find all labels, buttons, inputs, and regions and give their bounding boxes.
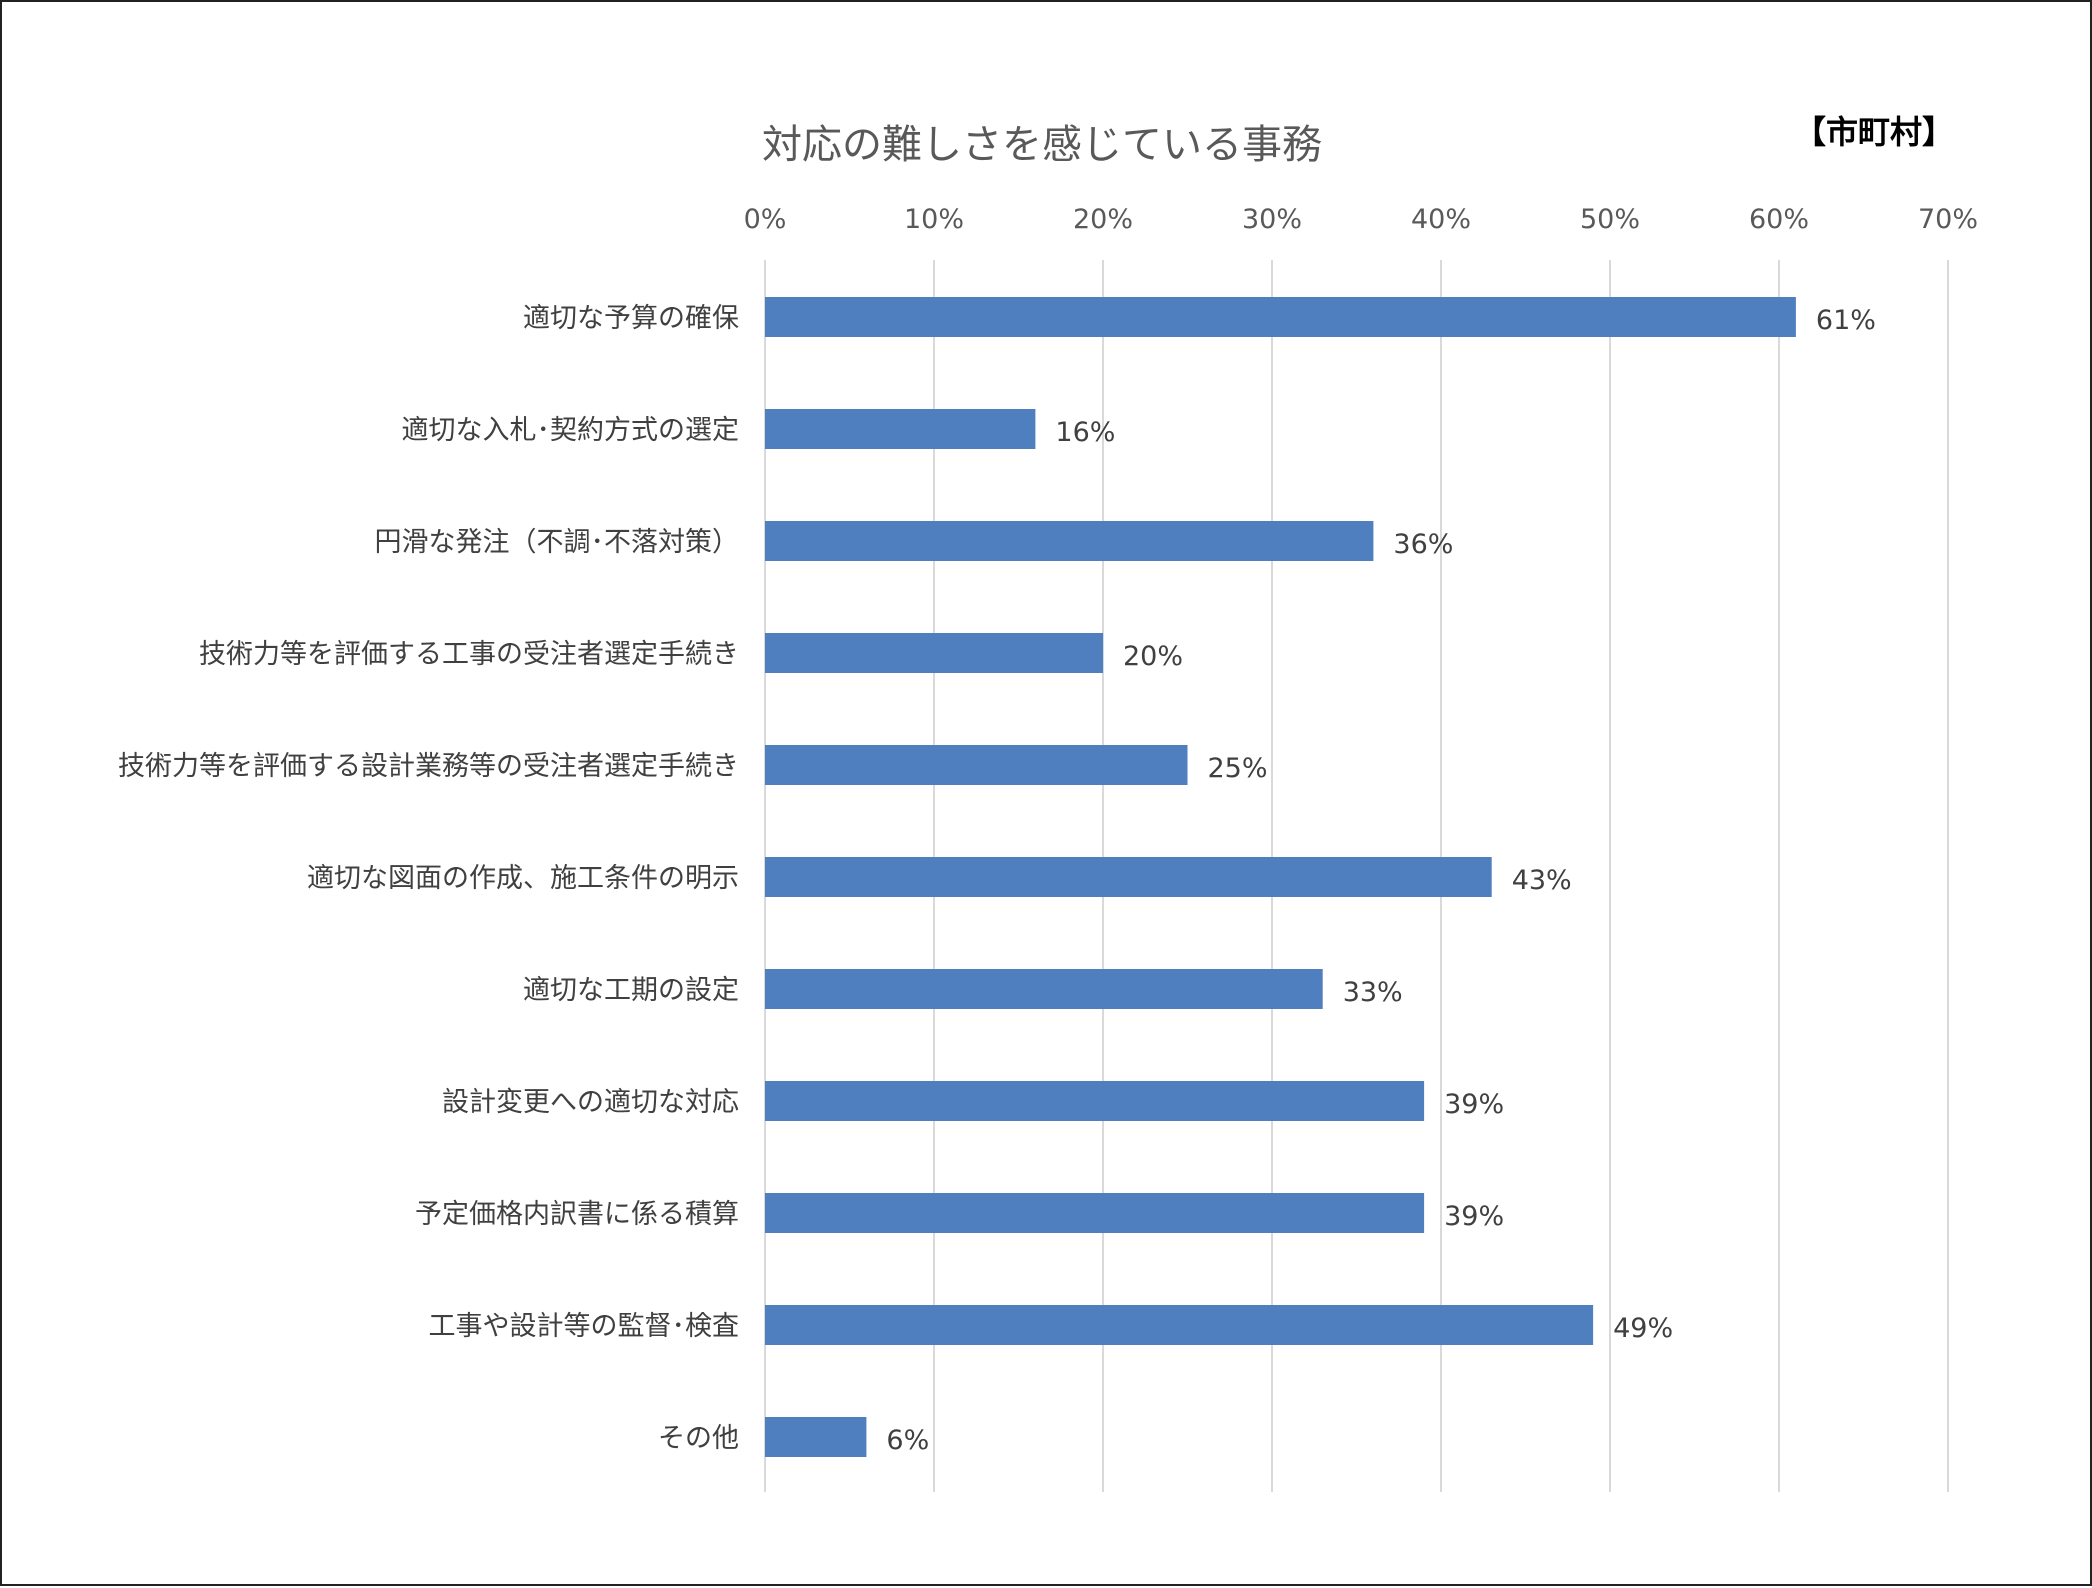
category-label: 技術力等を評価する設計業務等の受注者選定手続き [118,751,739,782]
bar [765,1193,1425,1233]
x-tick-label: 70% [1918,204,1978,235]
bar [765,1417,867,1457]
data-label: 39% [1444,1089,1504,1120]
bar [765,521,1374,561]
data-label: 49% [1613,1313,1673,1344]
x-tick-label: 50% [1580,204,1640,235]
data-label: 61% [1816,305,1876,336]
x-tick-label: 30% [1242,204,1302,235]
bar [765,969,1323,1009]
category-label: 適切な入札･契約方式の選定 [402,415,740,446]
data-label: 25% [1208,753,1268,784]
data-label: 6% [886,1425,929,1456]
category-label: 技術力等を評価する工事の受注者選定手続き [199,639,739,670]
x-tick-label: 10% [904,204,964,235]
category-label: 適切な工期の設定 [523,975,739,1006]
data-label: 36% [1393,529,1453,560]
data-label: 43% [1512,865,1572,896]
bar [765,1305,1594,1345]
chart-title: 対応の難しさを感じている事務 [762,122,1322,168]
category-label: 適切な図面の作成、施工条件の明示 [307,863,739,894]
bar [765,633,1103,673]
bar [765,1081,1425,1121]
x-tick-label: 40% [1411,204,1471,235]
category-label: 工事や設計等の監督･検査 [429,1311,740,1342]
data-label: 20% [1123,641,1183,672]
bar [765,409,1036,449]
x-tick-label: 20% [1073,204,1133,235]
category-label: 円滑な発注（不調･不落対策） [375,527,740,558]
x-tick-label: 0% [744,204,787,235]
bar [765,745,1188,785]
category-label: 設計変更への適切な対応 [442,1087,739,1118]
x-tick-label: 60% [1749,204,1809,235]
bar [765,297,1796,337]
category-label: その他 [658,1423,739,1454]
data-label: 39% [1444,1201,1504,1232]
bars [765,297,1796,1457]
category-label: 適切な予算の確保 [523,303,739,334]
data-label: 16% [1055,417,1115,448]
chart-tag: 【市町村】 [1794,113,1954,151]
bar [765,857,1492,897]
category-label: 予定価格内訳書に係る積算 [415,1199,739,1230]
data-labels: 61% 16% 36% 20% 25% 43% 33% 39% 39% 49% 6% [886,305,1876,1456]
data-label: 33% [1343,977,1403,1008]
x-axis-ticks: 0% 10% 20% 30% 40% 50% 60% 70% [744,204,1978,235]
